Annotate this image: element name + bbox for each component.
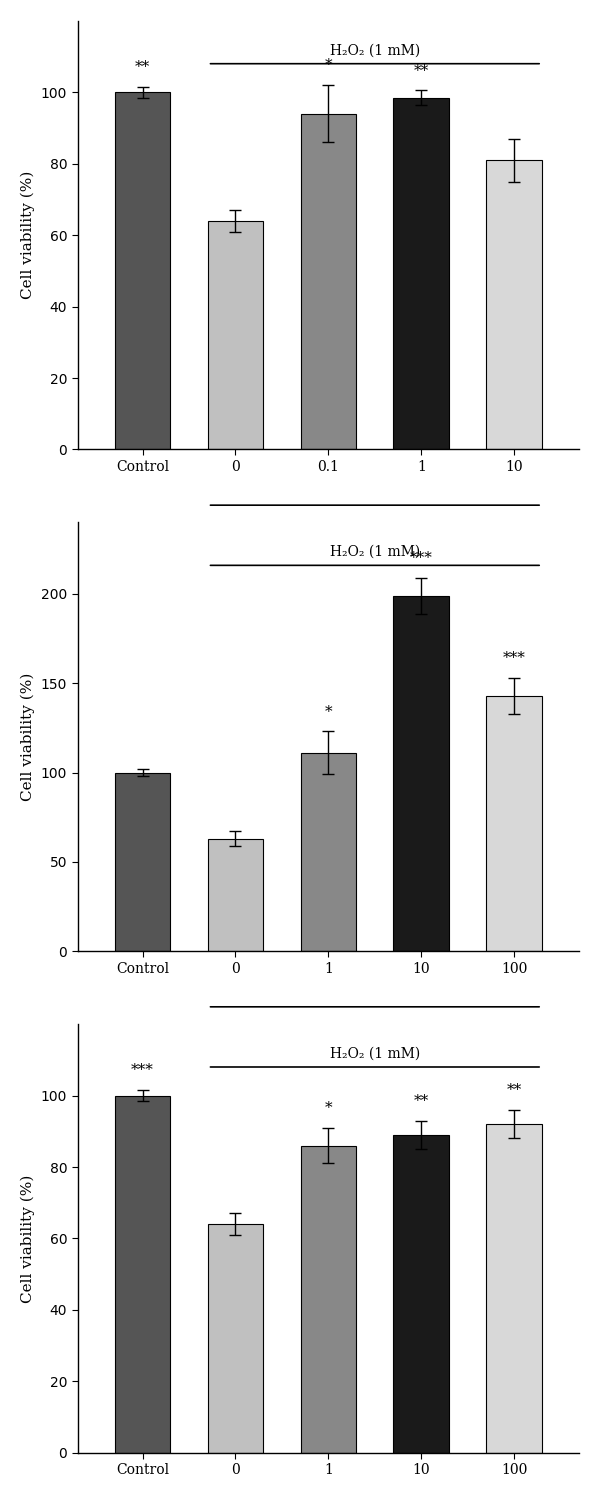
- Text: ***: ***: [410, 551, 433, 565]
- Bar: [115, 93, 170, 449]
- Y-axis label: Cell viability (%): Cell viability (%): [21, 171, 35, 300]
- Text: *: *: [325, 704, 332, 719]
- Text: ( a ): ( a ): [311, 620, 345, 638]
- Bar: [208, 1224, 263, 1453]
- Bar: [301, 753, 356, 951]
- Bar: [301, 1146, 356, 1453]
- Bar: [394, 596, 449, 951]
- Text: **: **: [506, 1083, 522, 1097]
- Text: *: *: [325, 58, 332, 72]
- Bar: [394, 97, 449, 449]
- Bar: [115, 773, 170, 951]
- Text: H₂O₂ (1 mM): H₂O₂ (1 mM): [329, 43, 420, 57]
- Bar: [394, 1135, 449, 1453]
- Bar: [301, 114, 356, 449]
- Bar: [486, 160, 542, 449]
- Text: **: **: [413, 63, 429, 78]
- Bar: [208, 220, 263, 449]
- Bar: [486, 695, 542, 951]
- Text: H₂O₂ (1 mM): H₂O₂ (1 mM): [329, 545, 420, 559]
- Y-axis label: Cell viability (%): Cell viability (%): [21, 1174, 35, 1303]
- Bar: [486, 1124, 542, 1453]
- Bar: [115, 1095, 170, 1453]
- Bar: [208, 839, 263, 951]
- Text: ( b ): ( b ): [311, 1122, 346, 1140]
- Text: *: *: [325, 1101, 332, 1115]
- Y-axis label: Cell viability (%): Cell viability (%): [21, 673, 35, 801]
- Text: H₂O₂ (1 mM): H₂O₂ (1 mM): [329, 1047, 420, 1061]
- Text: **: **: [413, 1094, 429, 1107]
- Text: ***: ***: [131, 1064, 154, 1077]
- Text: ***: ***: [503, 652, 526, 665]
- Text: Donepezil (μM): Donepezil (μM): [318, 544, 432, 559]
- Text: **: **: [135, 60, 150, 73]
- Text: Galantamine (μm): Galantamine (μm): [308, 1046, 442, 1059]
